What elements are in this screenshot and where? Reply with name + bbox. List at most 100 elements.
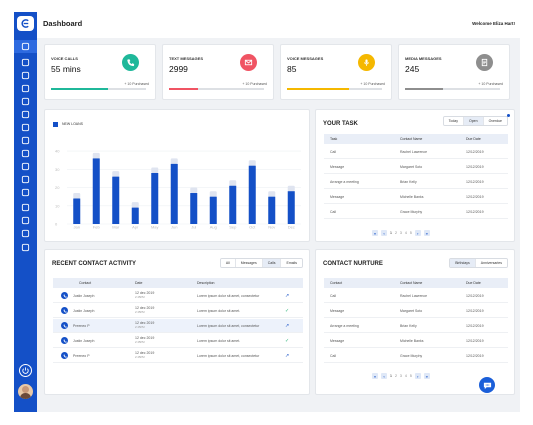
- x-tick-label: Mar: [112, 225, 120, 230]
- settings-icon[interactable]: [20, 243, 31, 252]
- table-cell: 12/12/2019: [466, 180, 484, 184]
- stat-label: VOICE CALLS: [51, 56, 78, 61]
- table-row[interactable]: Message Michelle Banks 12/12/2019: [324, 334, 508, 348]
- avatar[interactable]: [18, 384, 33, 399]
- page-number[interactable]: 5: [409, 374, 412, 378]
- chart-icon[interactable]: [20, 162, 31, 171]
- table-row[interactable]: Call Rachel Lawrence 12/12/2019: [324, 289, 508, 303]
- activity-row[interactable]: Preeneo P 12 dec 2019 2:45PM Lorem ipsum do…: [53, 319, 303, 333]
- x-tick-label: Oct: [249, 225, 256, 230]
- clipboard-icon[interactable]: [20, 71, 31, 80]
- bar[interactable]: [287, 191, 295, 224]
- box-icon[interactable]: [20, 123, 31, 132]
- pen-icon[interactable]: [20, 216, 31, 225]
- bar[interactable]: [229, 185, 237, 224]
- next-page-button[interactable]: ›: [414, 230, 421, 236]
- tab-today[interactable]: Today: [443, 117, 463, 125]
- next-page-button[interactable]: ›: [414, 373, 421, 379]
- table-cell: Michelle Banks: [400, 339, 424, 343]
- prev-page-button[interactable]: ‹: [381, 373, 387, 379]
- page-number[interactable]: 4: [404, 231, 407, 235]
- bar[interactable]: [112, 176, 120, 224]
- progress-bar: [169, 88, 264, 90]
- table-row[interactable]: Arrange a meeting Brian Kelly 12/12/2019: [324, 175, 508, 189]
- bar[interactable]: [268, 196, 276, 224]
- table-row[interactable]: Message Michelle Banks 12/12/2019: [324, 190, 508, 204]
- tab-open[interactable]: Open: [463, 117, 483, 125]
- page-number[interactable]: 4: [404, 374, 407, 378]
- first-page-button[interactable]: «: [372, 373, 378, 379]
- first-page-button[interactable]: «: [372, 230, 378, 236]
- page-number[interactable]: 5: [409, 231, 412, 235]
- last-page-button[interactable]: »: [423, 230, 430, 236]
- calendar-icon[interactable]: [20, 203, 31, 212]
- card-icon[interactable]: [20, 84, 31, 93]
- page-number[interactable]: 2: [394, 231, 397, 235]
- app-logo[interactable]: [17, 16, 34, 31]
- task-title: YOUR TASK: [323, 121, 358, 127]
- table-row[interactable]: Message Margaret Soto 12/12/2019: [324, 304, 508, 318]
- activity-row[interactable]: Justin Joseph 12 dec 2019 2:45PM Lorem ipsu…: [53, 289, 303, 303]
- page-number[interactable]: 3: [399, 374, 402, 378]
- activity-row[interactable]: Preeneo P 12 dec 2019 2:45PM Lorem ipsum do…: [53, 349, 303, 363]
- list-icon[interactable]: [20, 97, 31, 106]
- page-number[interactable]: 1: [390, 374, 392, 378]
- bar[interactable]: [151, 172, 159, 224]
- purchased-text: + 10 Purchased: [360, 82, 385, 86]
- chat-fab-button[interactable]: [479, 377, 495, 393]
- page-number[interactable]: 1: [390, 231, 392, 235]
- date-text: 12 dec 2019: [135, 336, 155, 340]
- activity-row[interactable]: Justin Joseph 12 dec 2019 2:45PM Lorem ipsu…: [53, 304, 303, 318]
- tab-birthdays[interactable]: Birthdays: [450, 259, 475, 267]
- monitor-icon[interactable]: [20, 188, 31, 197]
- progress-fill: [51, 88, 108, 90]
- tab-messages[interactable]: Messages: [234, 259, 262, 267]
- table-cell: 12/12/2019: [466, 195, 484, 199]
- dashboard-icon[interactable]: [20, 42, 31, 51]
- bar[interactable]: [209, 196, 217, 224]
- bar[interactable]: [190, 193, 198, 224]
- y-tick-label: 0: [55, 222, 58, 227]
- contact-name: Preeneo P: [73, 354, 90, 358]
- tab-emails[interactable]: Emails: [280, 259, 302, 267]
- table-cell: 12/12/2019: [466, 309, 484, 313]
- outgoing-arrow-icon: ↗: [285, 293, 290, 299]
- tab-overdue[interactable]: Overdue: [482, 117, 507, 125]
- stat-card-3: VOICE MESSAGES 85 + 10 Purchased: [280, 44, 392, 100]
- column-header: Date: [135, 281, 143, 285]
- bar[interactable]: [248, 165, 256, 224]
- recent-activity-card: RECENT CONTACT ACTIVITY All Messages Calls…: [44, 249, 310, 395]
- table-row[interactable]: Call Grace Murphy 12/12/2019: [324, 349, 508, 363]
- tab-all[interactable]: All: [220, 259, 235, 267]
- tab-anniversaries[interactable]: Anniversaries: [474, 259, 507, 267]
- user-icon[interactable]: [20, 58, 31, 67]
- page-number[interactable]: 2: [394, 374, 397, 378]
- power-icon[interactable]: [19, 364, 32, 377]
- table-row[interactable]: Message Margaret Soto 12/12/2019: [324, 160, 508, 174]
- time-text: 2:45PM: [135, 310, 145, 314]
- last-page-button[interactable]: »: [423, 373, 430, 379]
- bar[interactable]: [73, 198, 81, 224]
- bank-icon[interactable]: [20, 149, 31, 158]
- prev-page-button[interactable]: ‹: [381, 230, 387, 236]
- bar-chart: 40 30 20 10 0 Jan Feb Mar Apr May Jun Jul Aug Sep Oct N…: [55, 149, 301, 230]
- chat-icon[interactable]: [20, 175, 31, 184]
- users-icon[interactable]: [20, 229, 31, 238]
- table-row[interactable]: Call Rachel Lawrence 12/12/2019: [324, 145, 508, 159]
- tag-icon[interactable]: [20, 110, 31, 119]
- activity-row[interactable]: Justin Joseph 12 dec 2019 2:45PM Lorem ipsu…: [53, 334, 303, 348]
- bar[interactable]: [92, 158, 100, 224]
- tab-calls[interactable]: Calls: [261, 259, 281, 267]
- stat-value: 2999: [169, 64, 188, 74]
- table-cell: Brian Kelly: [400, 324, 417, 328]
- bar[interactable]: [131, 207, 139, 224]
- nurture-pagination: «‹ 1 2 3 4 5 ›»: [372, 373, 430, 379]
- activity-description: Lorem ipsum dolor sit amet, consectetur: [197, 294, 260, 298]
- table-row[interactable]: Call Grace Murphy 12/12/2019: [324, 205, 508, 219]
- page-number[interactable]: 3: [399, 231, 402, 235]
- grid-icon[interactable]: [20, 136, 31, 145]
- phone-icon: [122, 54, 139, 71]
- bar[interactable]: [170, 163, 178, 224]
- table-row[interactable]: Arrange a meeting Brian Kelly 12/12/2019: [324, 319, 508, 333]
- check-icon: ✓: [285, 308, 290, 314]
